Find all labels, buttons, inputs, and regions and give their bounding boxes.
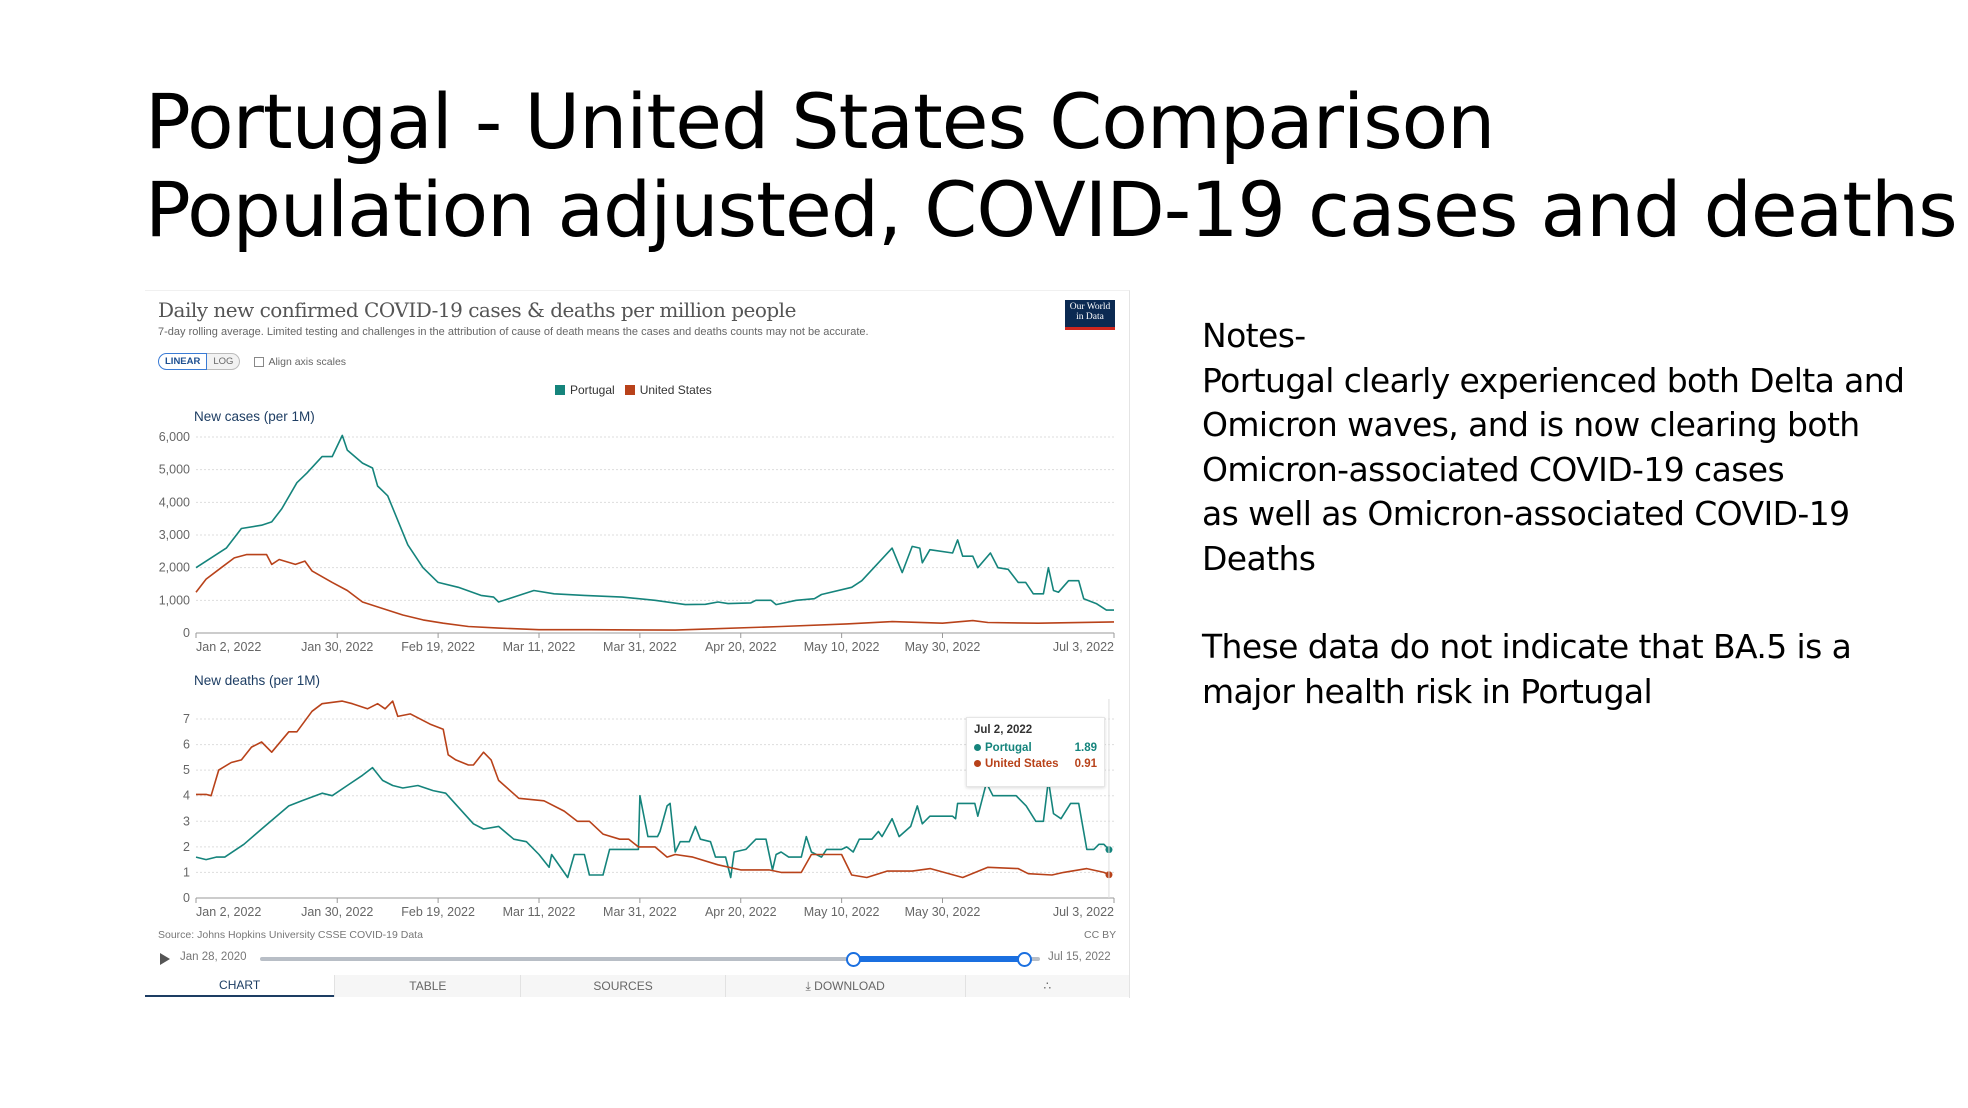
notes-line: major health risk in Portugal: [1202, 671, 1653, 711]
y-tick-label: 7: [183, 712, 190, 726]
x-tick-label: Jan 2, 2022: [196, 640, 261, 654]
x-tick-label: Apr 20, 2022: [705, 640, 777, 654]
tooltip-value: 1.89: [1074, 742, 1097, 754]
slide-title-line2: Population adjusted, COVID-19 cases and …: [145, 165, 1958, 254]
legend-label: Portugal: [570, 383, 615, 397]
x-tick-label: Apr 20, 2022: [705, 905, 777, 919]
x-tick-label: Mar 11, 2022: [503, 905, 576, 919]
x-tick-label: May 30, 2022: [905, 905, 981, 919]
x-tick-label: Jul 3, 2022: [1053, 640, 1114, 654]
slide-title: Portugal - United States Comparison Popu…: [145, 77, 1958, 254]
checkbox-icon: [254, 356, 265, 367]
y-tick-label: 2: [183, 840, 190, 854]
notes-line: These data do not indicate that BA.5 is …: [1202, 627, 1852, 666]
x-tick-label: Jul 3, 2022: [1053, 905, 1114, 919]
tooltip-row-portugal: Portugal 1.89: [974, 742, 1097, 754]
timeline-range: [852, 956, 1025, 962]
y-tick-label: 3,000: [159, 528, 190, 542]
notes-line: Omicron waves, and is now clearing both: [1202, 405, 1860, 444]
x-tick-label: Jan 2, 2022: [196, 905, 261, 919]
slide-title-line1: Portugal - United States Comparison: [145, 77, 1495, 166]
align-axis-checkbox[interactable]: Align axis scales: [254, 356, 346, 368]
license-link[interactable]: CC BY: [1084, 929, 1117, 941]
series-line-united-states: [196, 700, 1110, 879]
legend: Portugal United States: [555, 383, 722, 397]
source-text: Source: Johns Hopkins University CSSE CO…: [158, 929, 423, 941]
share-button[interactable]: ∴: [964, 975, 1130, 997]
y-tick-label: 3: [183, 814, 190, 828]
x-tick-label: Mar 11, 2022: [503, 640, 576, 654]
x-tick-label: May 10, 2022: [804, 640, 880, 654]
download-icon: ⤓: [805, 978, 815, 993]
tab-chart[interactable]: CHART: [145, 975, 335, 997]
chart-title: Daily new confirmed COVID-19 cases & dea…: [158, 298, 796, 322]
align-axis-label: Align axis scales: [268, 355, 347, 368]
tooltip-name: Portugal: [985, 742, 1032, 754]
legend-portugal[interactable]: Portugal: [555, 383, 615, 397]
chart-subtitle: 7-day rolling average. Limited testing a…: [158, 326, 869, 338]
y-tick-label: 4,000: [159, 495, 190, 509]
dot-icon: [974, 760, 981, 767]
timeline-end-handle[interactable]: [1017, 952, 1033, 967]
notes-line: as well as Omicron-associated COVID-19: [1202, 494, 1850, 533]
x-tick-label: Jan 30, 2022: [301, 905, 373, 919]
tab-table[interactable]: TABLE: [334, 975, 521, 997]
tooltip-value: 0.91: [1074, 758, 1097, 770]
y-tick-label: 1: [183, 865, 190, 879]
x-tick-label: May 10, 2022: [804, 905, 880, 919]
timeline: Jan 28, 2020 Jul 15, 2022: [160, 950, 1120, 968]
notes-line: Portugal clearly experienced both Delta …: [1202, 360, 1905, 400]
timeline-end: Jul 15, 2022: [1048, 951, 1111, 963]
x-tick-label: Jan 30, 2022: [301, 640, 373, 654]
tab-bar: CHART TABLE SOURCES ⤓ DOWNLOAD ∴: [145, 975, 1130, 997]
deaths-axis-title: New deaths (per 1M): [194, 673, 321, 688]
series-line-united-states: [195, 553, 1115, 631]
y-tick-label: 5: [183, 763, 190, 777]
tab-sources[interactable]: SOURCES: [520, 975, 725, 997]
scale-toggle: LINEAR LOG Align axis scales: [158, 353, 346, 370]
y-tick-label: 6,000: [159, 430, 190, 444]
timeline-track[interactable]: [260, 952, 1040, 967]
x-tick-label: May 30, 2022: [905, 640, 981, 654]
y-tick-label: 4: [183, 789, 190, 803]
legend-swatch: [555, 385, 565, 395]
tooltip-name: United States: [985, 758, 1059, 770]
notes: Notes- Portugal clearly experienced both…: [1202, 314, 1942, 714]
timeline-start-handle[interactable]: [845, 952, 861, 967]
legend-swatch: [624, 385, 635, 395]
tooltip-date: Jul 2, 2022: [974, 724, 1033, 736]
dot-icon: [974, 744, 981, 751]
tab-download[interactable]: ⤓ DOWNLOAD: [724, 975, 965, 997]
y-tick-label: 6: [183, 738, 190, 752]
tooltip-row-us: United States 0.91: [974, 758, 1097, 770]
linear-button[interactable]: LINEAR: [158, 353, 208, 370]
x-tick-label: Mar 31, 2022: [603, 640, 677, 654]
legend-united-states[interactable]: United States: [624, 383, 712, 397]
tooltip: Jul 2, 2022 Portugal 1.89 United States 0.…: [966, 717, 1105, 787]
x-tick-label: Mar 31, 2022: [603, 905, 677, 919]
notes-line: Deaths: [1202, 538, 1316, 578]
timeline-start: Jan 28, 2020: [180, 951, 247, 963]
owid-logo[interactable]: Our World in Data: [1065, 300, 1115, 330]
y-tick-label: 2,000: [159, 561, 190, 575]
chart-widget: [145, 290, 1130, 998]
cases-axis-title: New cases (per 1M): [194, 409, 315, 424]
y-tick-label: 5,000: [159, 463, 190, 477]
notes-line: Omicron-associated COVID-19 cases: [1202, 449, 1785, 489]
x-tick-label: Feb 19, 2022: [401, 905, 475, 919]
y-tick-label: 1,000: [159, 593, 190, 607]
legend-label: United States: [639, 383, 712, 397]
log-button[interactable]: LOG: [207, 353, 241, 370]
share-icon: ∴: [1043, 979, 1052, 993]
x-tick-label: Feb 19, 2022: [401, 640, 475, 654]
download-label: DOWNLOAD: [814, 979, 885, 993]
notes-line: Notes-: [1202, 316, 1306, 355]
play-icon[interactable]: [160, 953, 170, 965]
series-line-portugal: [195, 434, 1114, 611]
y-tick-label: 0: [183, 626, 190, 640]
y-tick-label: 0: [183, 891, 190, 905]
